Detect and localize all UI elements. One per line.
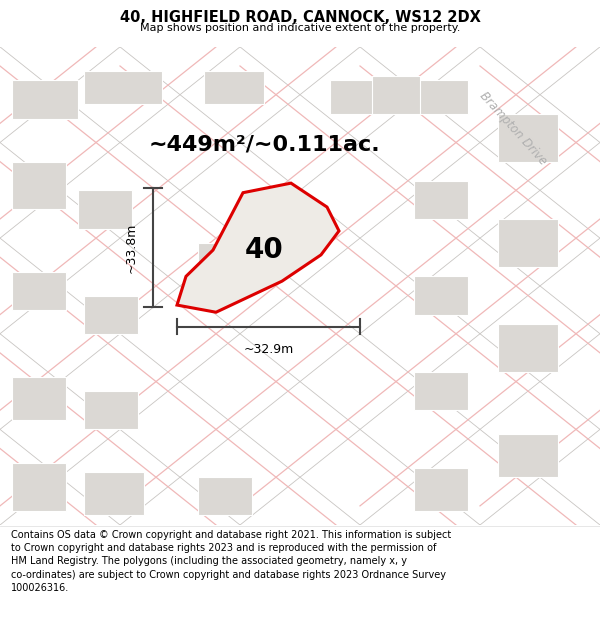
Bar: [84, 296, 138, 334]
Bar: [330, 81, 390, 114]
Text: 40: 40: [245, 236, 283, 264]
Bar: [204, 71, 264, 104]
Text: 40, HIGHFIELD ROAD, CANNOCK, WS12 2DX: 40, HIGHFIELD ROAD, CANNOCK, WS12 2DX: [119, 10, 481, 25]
Bar: [198, 478, 252, 516]
Bar: [12, 272, 66, 310]
Bar: [78, 190, 132, 229]
Bar: [414, 181, 468, 219]
Text: Contains OS data © Crown copyright and database right 2021. This information is : Contains OS data © Crown copyright and d…: [11, 530, 451, 592]
Polygon shape: [177, 183, 339, 312]
Text: Brampton Drive: Brampton Drive: [477, 89, 549, 168]
Text: ~32.9m: ~32.9m: [244, 343, 293, 356]
Bar: [198, 243, 240, 276]
Bar: [12, 377, 66, 420]
Bar: [12, 81, 78, 119]
Bar: [12, 463, 66, 511]
Text: ~449m²/~0.111ac.: ~449m²/~0.111ac.: [148, 135, 380, 155]
Bar: [408, 81, 468, 114]
Text: ~33.8m: ~33.8m: [125, 222, 138, 273]
Bar: [414, 468, 468, 511]
Bar: [498, 114, 558, 162]
Bar: [84, 391, 138, 429]
Bar: [12, 162, 66, 209]
Bar: [84, 472, 144, 516]
Bar: [84, 71, 162, 104]
Bar: [498, 324, 558, 372]
Text: Map shows position and indicative extent of the property.: Map shows position and indicative extent…: [140, 22, 460, 32]
Bar: [372, 76, 420, 114]
Bar: [498, 434, 558, 478]
Bar: [498, 219, 558, 267]
Bar: [414, 372, 468, 410]
Bar: [414, 276, 468, 314]
